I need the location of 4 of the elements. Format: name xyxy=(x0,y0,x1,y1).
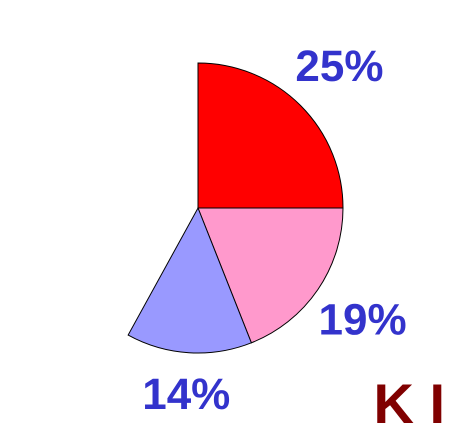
data-label: 14% xyxy=(142,370,230,420)
text: K I xyxy=(373,372,445,435)
data-label: 19% xyxy=(318,295,407,344)
data-label: 25% xyxy=(295,42,384,92)
